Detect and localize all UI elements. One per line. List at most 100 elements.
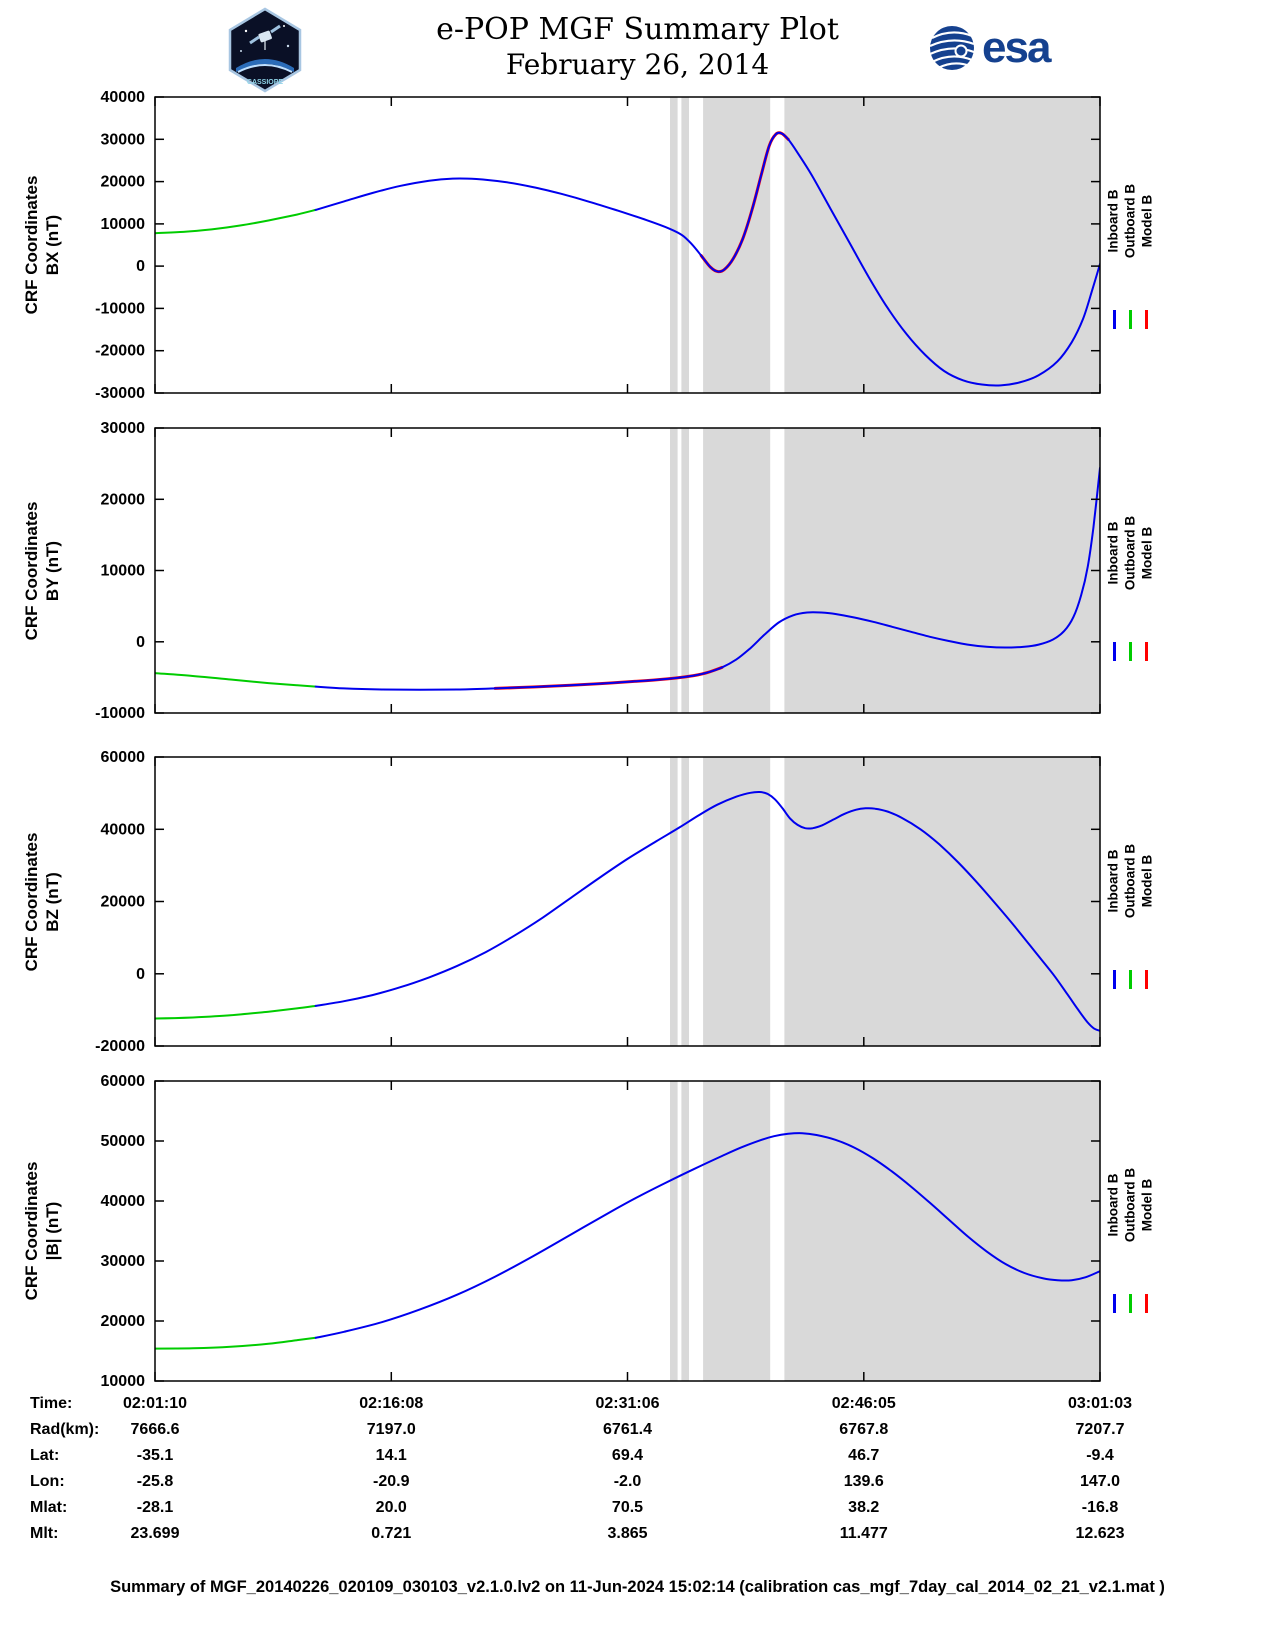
summary-footer: Summary of MGF_20140226_020109_030103_v2… [110,1578,1165,1596]
row-label: Lat: [30,1447,60,1464]
table-cell: 70.5 [611,1499,644,1516]
y-axis-label-bmag: CRF Coordinates |B| (nT) [22,1161,62,1301]
table-cell: -16.8 [1081,1499,1119,1516]
table-cell: 23.699 [130,1525,180,1542]
shaded-region [703,97,771,393]
table-cell: -25.8 [136,1473,174,1490]
shaded-region [703,757,771,1046]
legend-dash-outboard [1128,1294,1132,1313]
y-tick-label: 20000 [101,174,146,191]
series-inboard-b [314,790,1100,1032]
shaded-region [681,1081,689,1381]
y-tick-label: -20000 [95,343,145,360]
table-cell: 69.4 [611,1447,644,1464]
table-cell: 20.0 [375,1499,407,1516]
table-cell: -9.4 [1086,1447,1114,1464]
y-tick-label: 30000 [101,131,146,148]
table-cell: 6761.4 [603,1421,652,1438]
shaded-region [681,757,689,1046]
y-tick-label: 20000 [101,1313,146,1330]
y-tick-label: 20000 [101,491,146,508]
y-axis-label-bz: CRF Coordinates BZ (nT) [22,832,62,971]
y-tick-label: -10000 [95,300,145,317]
legend-dash-model [1144,310,1148,329]
esa-logo: esa [928,24,1051,72]
table-cell: -2.0 [613,1473,642,1490]
cassiope-mission-patch: CASSIOPE [228,7,302,93]
shaded-region [784,757,1100,1046]
table-row: Mlt: 23.699 0.721 3.865 11.477 12.623 [0,1525,1275,1551]
row-label: Time: [30,1395,73,1412]
legend-label-outboard: Outboard B [1122,843,1138,919]
legend-dash-model [1144,1294,1148,1313]
series-inboard-b [314,1132,1100,1339]
table-cell: 139.6 [843,1473,884,1490]
shaded-region [784,97,1100,393]
legend-bmag: Inboard B Outboard B Model B [1100,1124,1160,1349]
y-tick-label: 40000 [101,821,146,838]
plot-panel-BY: -10000 0 10000 20000 30000 [95,420,1101,722]
table-cell: 6767.8 [839,1421,889,1438]
y-tick-label: -30000 [95,385,145,402]
table-cell: 12.623 [1075,1525,1125,1542]
table-cell: 147.0 [1079,1473,1121,1490]
y-tick-label: 60000 [101,1073,146,1090]
y-tick-label: 30000 [101,1253,146,1270]
y-tick-label: -10000 [95,705,145,722]
shaded-region [681,428,689,713]
row-label: Mlat: [30,1499,68,1516]
y-tick-label: -20000 [95,1038,145,1055]
series-outboard-b [155,1336,317,1350]
y-tick-label: 0 [136,258,145,275]
table-row: Lat: -35.1 14.1 69.4 46.7 -9.4 [0,1447,1275,1473]
row-label: Rad(km): [30,1421,100,1438]
legend-dash-model [1144,642,1148,661]
table-cell: 7207.7 [1075,1421,1125,1438]
legend-label-inboard: Inboard B [1105,849,1121,913]
legend-dash-inboard [1112,970,1116,989]
table-cell: 38.2 [848,1499,880,1516]
row-label: Lon: [30,1473,65,1490]
table-row: Mlat: -28.1 20.0 70.5 38.2 -16.8 [0,1499,1275,1525]
table-cell: 7197.0 [366,1421,416,1438]
shaded-region [703,1081,771,1381]
legend-dash-inboard [1112,1294,1116,1313]
patch-name-text: CASSIOPE [247,79,284,86]
y-tick-label: 10000 [101,1373,146,1390]
table-row: Lon: -25.8 -20.9 -2.0 139.6 147.0 [0,1473,1275,1499]
table-cell: 0.721 [371,1525,412,1542]
legend-label-inboard: Inboard B [1105,1173,1121,1237]
legend-label-outboard: Outboard B [1122,183,1138,259]
shaded-region [670,428,678,713]
table-cell: -20.9 [373,1473,410,1490]
series-inboard-b [314,131,1100,387]
table-cell: -35.1 [136,1447,174,1464]
table-cell: 3.865 [607,1525,648,1542]
legend-label-model: Model B [1139,526,1155,580]
legend-label-inboard: Inboard B [1105,521,1121,585]
shaded-region [784,428,1100,713]
series-inboard-b [314,466,1100,691]
esa-globe-icon [929,26,975,70]
table-cell: -28.1 [136,1499,174,1516]
shaded-region [670,757,678,1046]
ephemeris-table: Time: 02:01:10 02:16:08 02:31:06 02:46:05 03:… [0,1395,1275,1551]
y-tick-label: 40000 [101,89,146,106]
table-cell: 02:01:10 [122,1395,188,1412]
row-label: Mlt: [30,1525,59,1542]
table-row: Time: 02:01:10 02:16:08 02:31:06 02:46:05 03:… [0,1395,1275,1421]
y-axis-label-by: CRF Coordinates BY (nT) [22,501,62,640]
y-axis-label-bx: CRF Coordinates BX (nT) [22,175,62,315]
legend-dash-outboard [1128,310,1132,329]
series-outboard-b [155,672,317,688]
legend-label-model: Model B [1139,194,1155,248]
legend-label-inboard: Inboard B [1105,189,1121,253]
plot-panel-BZ: -20000 0 20000 40000 60000 [95,749,1101,1055]
shaded-region [784,1081,1100,1381]
table-cell: 02:46:05 [831,1395,896,1412]
legend-bz: Inboard B Outboard B Model B [1100,800,1160,1025]
satellite-icon [249,24,281,50]
title-block: e-POP MGF Summary Plot February 26, 2014 [0,12,1275,82]
y-tick-label: 60000 [101,749,146,766]
legend-label-outboard: Outboard B [1122,1167,1138,1243]
